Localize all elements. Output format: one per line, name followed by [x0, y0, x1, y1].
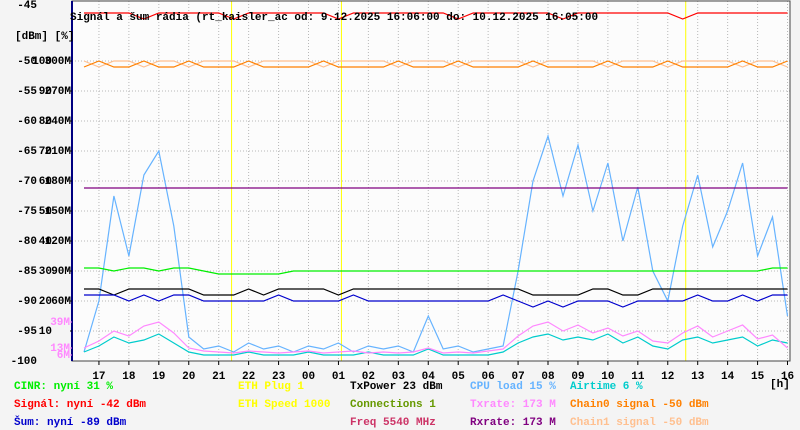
legend-entry: ETH Plug 1: [238, 381, 304, 393]
x-tick-label: 12: [661, 371, 674, 383]
y-tick-label: 70: [39, 146, 52, 158]
legend-entry: Chain1 signal -50 dBm: [570, 417, 709, 429]
y-tick-label: 80: [39, 116, 52, 128]
y-tick-label: 10: [39, 326, 52, 338]
series-line: [83, 333, 788, 356]
y-tick-label: -60: [17, 116, 37, 128]
series-line: [83, 60, 788, 68]
series-line: [84, 12, 788, 20]
rate-mark-label: 13M: [50, 343, 70, 355]
x-tick-label: 05: [452, 371, 466, 383]
x-tick-label: 14: [721, 371, 735, 383]
x-tick-label: 13: [691, 371, 705, 383]
axis-header: [dBm] [%]: [15, 31, 74, 43]
x-tick-label: 20: [182, 371, 195, 383]
y-tick-label: 240M: [45, 116, 72, 128]
series-line: [84, 294, 788, 308]
legend-entry: ETH Speed 1000: [238, 399, 330, 411]
y-tick-label: 300M: [45, 56, 72, 68]
y-tick-label: -95: [17, 326, 37, 338]
legend-entry: Connections 1: [350, 399, 436, 411]
x-tick-label: 11: [631, 371, 645, 383]
y-tick-label: 90: [39, 86, 52, 98]
legend-entry: CPU load 15 %: [470, 381, 556, 393]
x-tick-label: 01: [332, 371, 346, 383]
y-tick-label: -80: [17, 236, 37, 248]
legend-entry: Rxrate: 173 M: [470, 417, 556, 429]
y-tick-label: -65: [17, 146, 37, 158]
x-tick-label: 18: [122, 371, 136, 383]
x-tick-label: 04: [422, 371, 436, 383]
x-tick-label: 16: [781, 371, 794, 383]
x-tick-label: 15: [751, 371, 765, 383]
y-tick-label: -75: [17, 206, 37, 218]
rate-mark-label: 39M: [50, 317, 70, 329]
x-tick-label: 19: [152, 371, 165, 383]
y-tick-label: 210M: [45, 146, 72, 158]
y-tick-label: 150M: [45, 206, 72, 218]
x-tick-label: 02: [362, 371, 375, 383]
y-tick-label: 60: [39, 176, 52, 188]
legend-entry: Signál: nyní -42 dBm: [14, 399, 146, 411]
y-tick-label: 270M: [45, 86, 72, 98]
y-tick-label: 120M: [45, 236, 72, 248]
x-tick-label: 06: [482, 371, 495, 383]
legend-entry: Chain0 signal -50 dBm: [570, 399, 709, 411]
plot-area: [72, 1, 790, 361]
x-tick-label: 08: [541, 371, 555, 383]
y-tick-label: 30: [39, 266, 52, 278]
series-line: [83, 321, 788, 354]
y-tick-label: -50: [17, 56, 37, 68]
series-line: [84, 288, 788, 296]
y-tick-label: 180M: [45, 176, 72, 188]
legend-entry: TxPower 23 dBm: [350, 381, 443, 393]
y-tick-label: -100: [11, 356, 37, 368]
y-tick-label: 90M: [51, 266, 71, 278]
x-tick-label: 23: [272, 371, 286, 383]
x-tick-label: 10: [601, 371, 614, 383]
top-label: -45: [17, 0, 37, 12]
rate-mark-label: 6M: [57, 350, 71, 362]
x-tick-label: 09: [571, 371, 584, 383]
chart-title: Signál a šum rádia (rt_kaisler_ac od: 9.…: [70, 12, 598, 24]
x-unit: [h]: [770, 379, 790, 391]
y-tick-label: 60M: [51, 296, 71, 308]
y-tick-label: 100: [32, 56, 52, 68]
y-tick-label: 40: [39, 236, 52, 248]
y-tick-label: 50: [39, 206, 52, 218]
y-tick-label: -55: [17, 86, 37, 98]
x-tick-label: 21: [212, 371, 226, 383]
legend-entry: Airtime 6 %: [570, 381, 643, 393]
x-tick-label: 00: [302, 371, 315, 383]
series-line: [84, 267, 788, 275]
legend-entry: CINR: nyní 31 %: [14, 381, 113, 393]
y-tick-label: -85: [17, 266, 37, 278]
y-tick-label: 20: [39, 296, 52, 308]
x-tick-label: 07: [511, 371, 524, 383]
legend-entry: Txrate: 173 M: [470, 399, 556, 411]
legend-entry: Šum: nyní -89 dBm: [14, 415, 127, 429]
x-tick-label: 22: [242, 371, 255, 383]
y-tick-label: -90: [17, 296, 37, 308]
y-tick-label: -70: [17, 176, 37, 188]
series-line: [83, 60, 788, 68]
x-tick-label: 03: [392, 371, 406, 383]
x-tick-label: 17: [92, 371, 105, 383]
legend-entry: Freq 5540 MHz: [350, 417, 436, 429]
